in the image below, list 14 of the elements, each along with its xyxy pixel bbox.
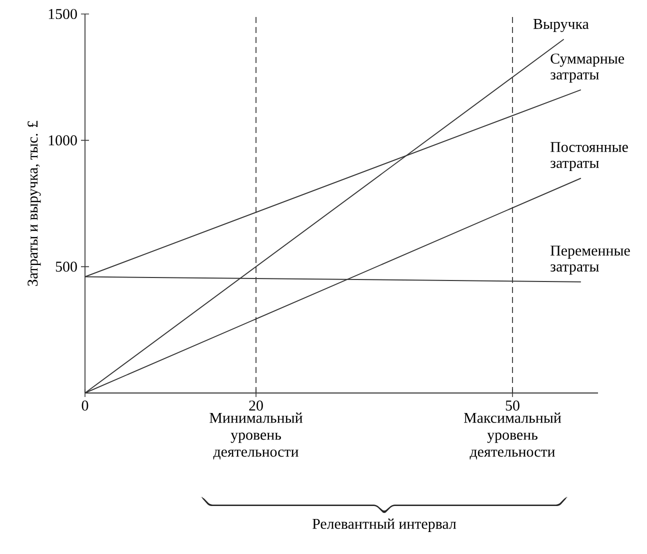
ref-line-label: Минимальный уровень деятельности <box>210 412 302 460</box>
y-tick-label: 1000 <box>48 135 77 146</box>
y-tick-label: 500 <box>56 262 77 272</box>
series-label: Переменные затраты <box>550 246 630 275</box>
y-axis-title: Затраты и выручка, тыс. £ <box>28 120 41 286</box>
text: Релевантный интервал <box>312 518 456 532</box>
series-label: Постоянные затраты <box>550 142 628 172</box>
x-tick-label: 20 <box>249 400 263 411</box>
ref-line-label: Максимальный уровень деятельности <box>464 412 562 460</box>
series-label: Суммарные затраты <box>550 54 624 83</box>
y-tick-label: 1500 <box>48 8 77 20</box>
x-tick-label: 50 <box>506 400 520 411</box>
x-tick-label: 0 <box>82 400 88 411</box>
series-label: Выручка <box>533 19 589 32</box>
